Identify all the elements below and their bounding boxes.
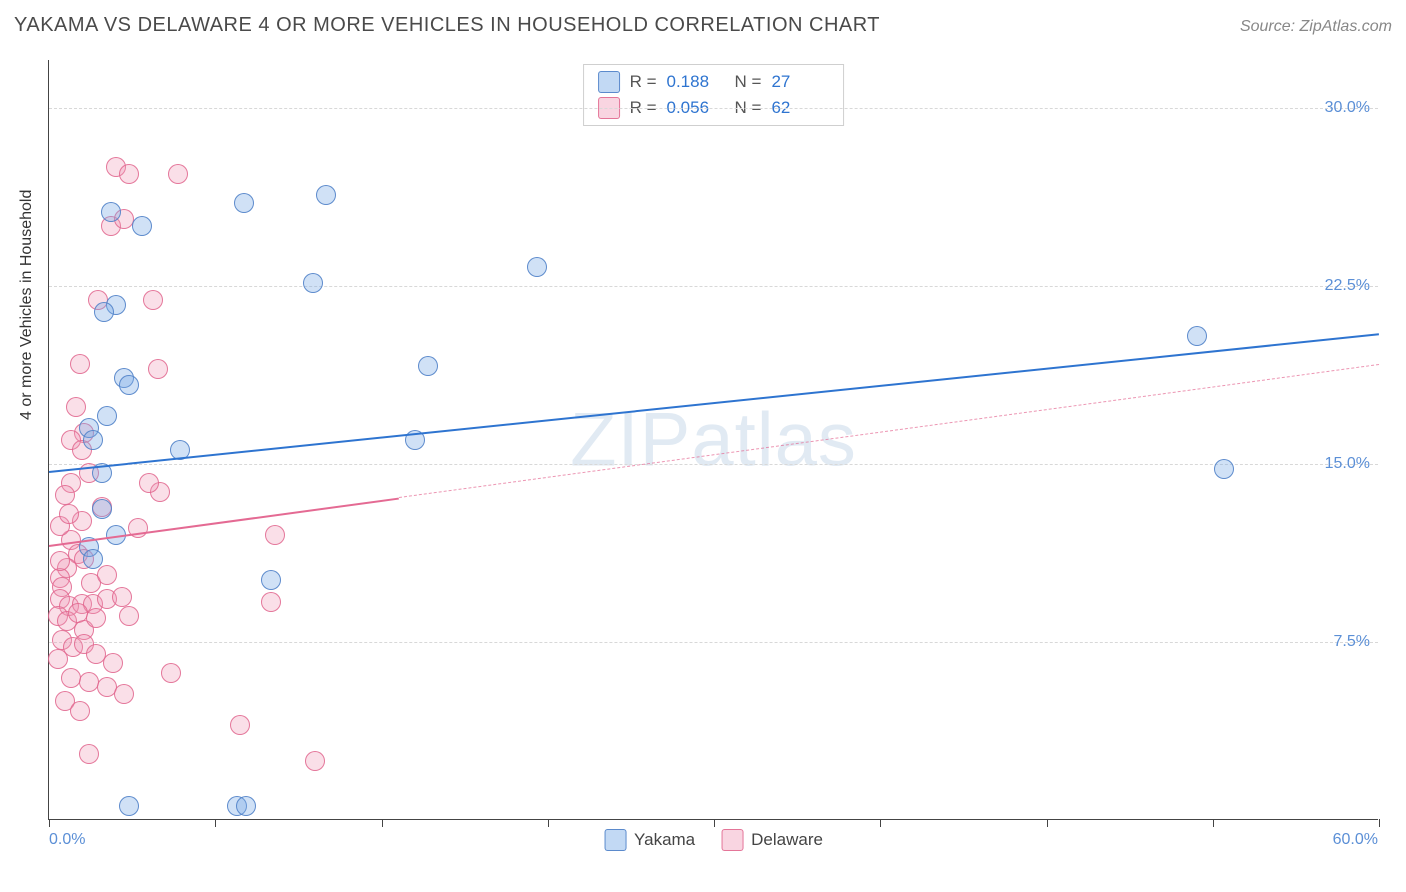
n-value-yakama: 27 [771, 72, 829, 92]
data-point [230, 715, 250, 735]
data-point [305, 751, 325, 771]
data-point [119, 606, 139, 626]
chart-title: YAKAMA VS DELAWARE 4 OR MORE VEHICLES IN… [14, 14, 880, 37]
data-point [148, 359, 168, 379]
watermark: ZIPatlas [570, 396, 857, 483]
r-value-yakama: 0.188 [667, 72, 725, 92]
series-legend: Yakama Delaware [604, 829, 823, 851]
gridline [49, 642, 1378, 643]
data-point [59, 504, 79, 524]
y-tick-label: 22.5% [1325, 277, 1370, 295]
data-point [83, 549, 103, 569]
gridline [49, 108, 1378, 109]
data-point [86, 608, 106, 628]
data-point [97, 565, 117, 585]
x-axis-min: 0.0% [49, 831, 85, 849]
data-point [114, 684, 134, 704]
data-point [168, 164, 188, 184]
data-point [119, 375, 139, 395]
data-point [48, 649, 68, 669]
data-point [132, 216, 152, 236]
data-point [119, 796, 139, 816]
data-point [139, 473, 159, 493]
x-axis-max: 60.0% [1333, 831, 1378, 849]
x-tick [1213, 819, 1214, 827]
correlation-legend: R = 0.188 N = 27 R = 0.056 N = 62 [583, 64, 845, 126]
data-point [103, 653, 123, 673]
data-point [70, 701, 90, 721]
x-tick [714, 819, 715, 827]
legend-label: Delaware [751, 830, 823, 850]
x-tick [1379, 819, 1380, 827]
x-tick [880, 819, 881, 827]
data-point [303, 273, 323, 293]
data-point [527, 257, 547, 277]
legend-row-yakama: R = 0.188 N = 27 [598, 69, 830, 95]
data-point [119, 164, 139, 184]
data-point [261, 570, 281, 590]
swatch-icon [604, 829, 626, 851]
chart-header: YAKAMA VS DELAWARE 4 OR MORE VEHICLES IN… [14, 14, 1392, 37]
data-point [55, 485, 75, 505]
x-tick [548, 819, 549, 827]
data-point [92, 499, 112, 519]
data-point [66, 397, 86, 417]
data-point [143, 290, 163, 310]
data-point [97, 406, 117, 426]
swatch-icon [598, 71, 620, 93]
data-point [418, 356, 438, 376]
data-point [83, 430, 103, 450]
data-point [94, 302, 114, 322]
data-point [261, 592, 281, 612]
data-point [112, 587, 132, 607]
data-point [79, 744, 99, 764]
data-point [1187, 326, 1207, 346]
gridline [49, 464, 1378, 465]
legend-label: Yakama [634, 830, 695, 850]
x-tick [1047, 819, 1048, 827]
data-point [234, 193, 254, 213]
y-tick-label: 15.0% [1325, 455, 1370, 473]
data-point [101, 202, 121, 222]
data-point [50, 551, 70, 571]
swatch-icon [721, 829, 743, 851]
data-point [1214, 459, 1234, 479]
x-tick [215, 819, 216, 827]
chart-source: Source: ZipAtlas.com [1240, 18, 1392, 36]
trend-line [49, 333, 1379, 473]
data-point [236, 796, 256, 816]
gridline [49, 286, 1378, 287]
data-point [161, 663, 181, 683]
legend-item-delaware: Delaware [721, 829, 823, 851]
x-tick [382, 819, 383, 827]
data-point [70, 354, 90, 374]
legend-item-yakama: Yakama [604, 829, 695, 851]
data-point [316, 185, 336, 205]
y-tick-label: 30.0% [1325, 99, 1370, 117]
scatter-plot-area: ZIPatlas R = 0.188 N = 27 R = 0.056 N = … [48, 60, 1378, 820]
y-tick-label: 7.5% [1334, 633, 1370, 651]
x-tick [49, 819, 50, 827]
data-point [265, 525, 285, 545]
y-axis-label: 4 or more Vehicles in Household [18, 190, 36, 420]
